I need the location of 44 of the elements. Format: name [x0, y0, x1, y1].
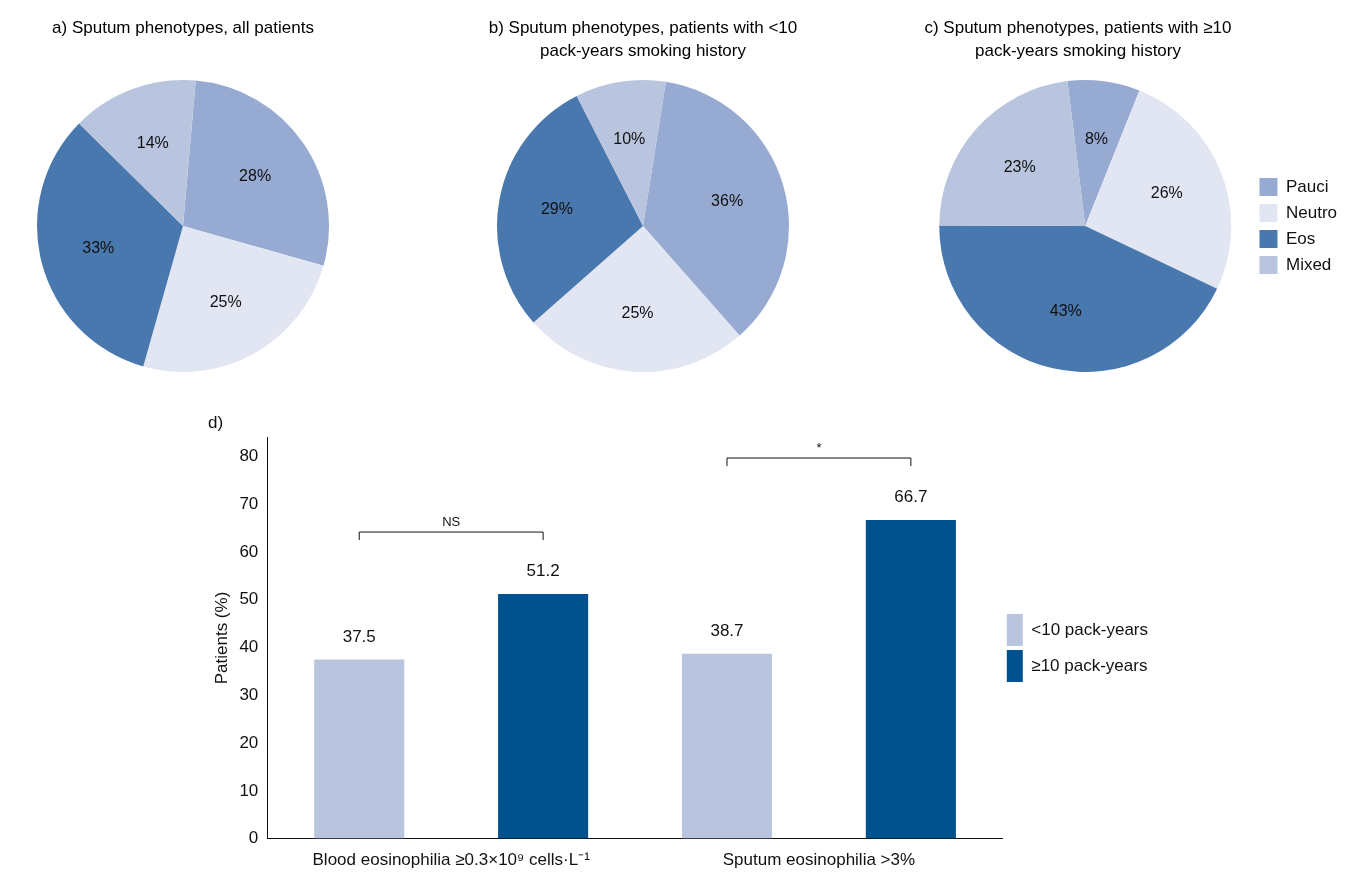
data-label: 43%	[1049, 301, 1082, 319]
data-label: 33%	[82, 238, 115, 256]
y-tick-label: 10	[239, 780, 259, 800]
data-label: 26%	[1150, 184, 1183, 202]
legend-label: <10 pack-years	[1031, 619, 1148, 639]
x-tick-label: Sputum eosinophilia >3%	[722, 850, 916, 870]
annotation: NS	[442, 514, 461, 530]
y-tick-label: 40	[239, 637, 259, 657]
data-label: 28%	[239, 166, 272, 184]
chart-title: c) Sputum phenotypes, patients with ≥10 pack-years smoking history	[923, 17, 1233, 62]
y-tick-label: 50	[239, 589, 259, 609]
y-tick-label: 20	[239, 732, 259, 752]
data-label: 10%	[613, 129, 646, 147]
chart-title: b) Sputum phenotypes, patients with <10 pack-years smoking history	[487, 17, 799, 62]
annotation: *	[816, 440, 822, 456]
legend-label: Mixed	[1285, 254, 1332, 274]
data-label: 37.5	[342, 626, 376, 646]
data-label: 25%	[621, 303, 654, 321]
y-tick-label: 0	[248, 828, 259, 848]
legend-label: Pauci	[1285, 176, 1329, 196]
y-tick-label: 70	[239, 493, 259, 513]
data-label: 29%	[540, 199, 573, 217]
y-tick-label: 80	[239, 446, 259, 466]
chart-title: a) Sputum phenotypes, all patients	[51, 17, 315, 39]
x-tick-label: Blood eosinophilia ≥0.3×10⁹ cells·L⁻¹	[312, 850, 591, 870]
bar	[681, 653, 773, 839]
data-label: 14%	[136, 134, 169, 152]
chart-title: d)	[208, 412, 224, 432]
bar	[865, 520, 956, 839]
data-label: 38.7	[710, 620, 744, 640]
y-axis-title: Patients (%)	[211, 591, 231, 685]
legend-label: Eos	[1285, 228, 1316, 248]
data-label: 23%	[1003, 158, 1036, 176]
data-label: 51.2	[526, 561, 560, 581]
legend-label: Neutro	[1285, 202, 1338, 222]
bar	[314, 659, 405, 839]
y-tick-label: 30	[239, 685, 259, 704]
bar	[498, 594, 589, 839]
y-tick-label: 60	[239, 541, 259, 561]
data-label: 25%	[209, 292, 242, 310]
legend-label: ≥10 pack-years	[1031, 655, 1148, 675]
data-label: 8%	[1084, 129, 1109, 147]
data-label: 36%	[711, 191, 744, 209]
data-label: 66.7	[894, 487, 928, 507]
